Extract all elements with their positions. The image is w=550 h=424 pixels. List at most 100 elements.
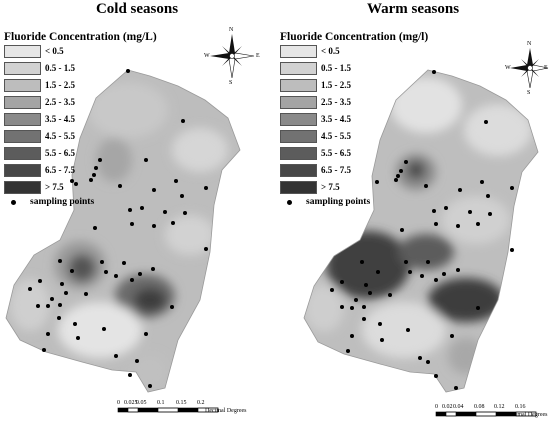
legend-item: 3.5 - 4.5: [4, 112, 75, 126]
legend-item: 6.5 - 7.5: [280, 163, 351, 177]
sampling-point: [89, 178, 93, 182]
sampling-point: [408, 270, 412, 274]
south-label: S: [527, 90, 531, 96]
sampling-point: [375, 180, 379, 184]
legend-swatch: [280, 146, 317, 160]
legend-item: 0.5 - 1.5: [4, 61, 75, 75]
sampling-point: [444, 206, 448, 210]
legend-sampling-points: sampling points: [282, 197, 370, 207]
sampling-point: [394, 178, 398, 182]
sampling-point: [368, 291, 372, 295]
sampling-point: [84, 292, 88, 296]
sampling-point: [376, 270, 380, 274]
south-label: S: [229, 80, 233, 86]
sampling-point: [350, 334, 354, 338]
sampling-point: [434, 374, 438, 378]
sampling-point: [144, 332, 148, 336]
sampling-point-symbol: [11, 199, 16, 205]
sampling-point: [58, 303, 62, 307]
cold-season-map-panel: N S E W Cold seasons Fluoride Concentrat…: [0, 0, 274, 424]
sampling-point: [128, 208, 132, 212]
sampling-point: [60, 282, 64, 286]
west-label: W: [505, 65, 511, 71]
sampling-point: [362, 305, 366, 309]
sampling-point: [28, 287, 32, 291]
north-arrow-icon: [210, 34, 255, 79]
sampling-point: [488, 212, 492, 216]
sampling-point: [432, 70, 436, 74]
sampling-points: [330, 70, 514, 390]
sampling-point: [388, 293, 392, 297]
legend-swatch: [4, 78, 41, 92]
legend-swatch: [4, 129, 41, 143]
study-area-boundary: [5, 69, 241, 393]
legend-swatch: [280, 163, 317, 177]
sampling-point: [126, 69, 130, 73]
sampling-point: [424, 184, 428, 188]
sampling-point: [174, 179, 178, 183]
legend-item: < 0.5: [280, 44, 340, 58]
sampling-point-symbol: [287, 199, 292, 205]
sampling-point: [480, 180, 484, 184]
legend-swatch: [280, 129, 317, 143]
sampling-point: [57, 316, 61, 320]
sampling-point: [468, 210, 472, 214]
legend-item: 5.5 - 6.5: [280, 146, 351, 160]
legend-swatch: [4, 44, 41, 58]
sampling-point: [426, 360, 430, 364]
legend-item: 1.5 - 2.5: [280, 78, 351, 92]
sampling-point: [354, 298, 358, 302]
legend-item: 1.5 - 2.5: [4, 78, 75, 92]
sampling-point: [76, 336, 80, 340]
sampling-point: [456, 268, 460, 272]
sampling-point: [350, 306, 354, 310]
sampling-point: [420, 274, 424, 278]
sampling-point: [138, 272, 142, 276]
sampling-point: [510, 248, 514, 252]
sampling-point: [362, 317, 366, 321]
sampling-point: [340, 280, 344, 284]
legend-title: Fluoride Concentration (mg/L): [4, 31, 157, 43]
sampling-point: [46, 332, 50, 336]
legend-swatch: [280, 95, 317, 109]
legend-swatch: [280, 61, 317, 75]
sampling-point: [58, 259, 62, 263]
sampling-point: [181, 119, 185, 123]
sampling-point: [450, 334, 454, 338]
warm-season-map: [303, 48, 549, 417]
sampling-point: [42, 348, 46, 352]
sampling-point: [180, 194, 184, 198]
sampling-point: [170, 305, 174, 309]
sampling-point: [418, 356, 422, 360]
sampling-point: [380, 338, 384, 342]
sampling-point: [346, 349, 350, 353]
scale-bar-labels: 0 0.02 0.04 0.08 0.12 0.16: [435, 404, 526, 410]
sampling-point: [458, 188, 462, 192]
legend-swatch: [280, 44, 317, 58]
sampling-point: [204, 247, 208, 251]
legend-item: 3.5 - 4.5: [280, 112, 351, 126]
sampling-point: [454, 386, 458, 390]
sampling-point: [152, 224, 156, 228]
sampling-point: [130, 222, 134, 226]
sampling-point: [130, 278, 134, 282]
sampling-point: [399, 169, 403, 173]
sampling-point: [456, 224, 460, 228]
sampling-point: [70, 179, 74, 183]
legend-item: 6.5 - 7.5: [4, 163, 75, 177]
sampling-point: [183, 211, 187, 215]
north-arrow-icon: [510, 48, 549, 89]
legend-item: 4.5 - 5.5: [280, 129, 351, 143]
legend-title: Fluoride Concentration (mg/l): [280, 31, 429, 43]
sampling-point: [104, 270, 108, 274]
sampling-point: [378, 322, 382, 326]
sampling-point: [360, 260, 364, 264]
sampling-point: [171, 221, 175, 225]
sampling-point: [442, 272, 446, 276]
sampling-point: [114, 274, 118, 278]
legend-item: 0.5 - 1.5: [280, 61, 351, 75]
sampling-point: [510, 186, 514, 190]
legend-item: < 0.5: [4, 44, 64, 58]
legend-swatch: [4, 146, 41, 160]
cold-season-map: [5, 34, 255, 413]
